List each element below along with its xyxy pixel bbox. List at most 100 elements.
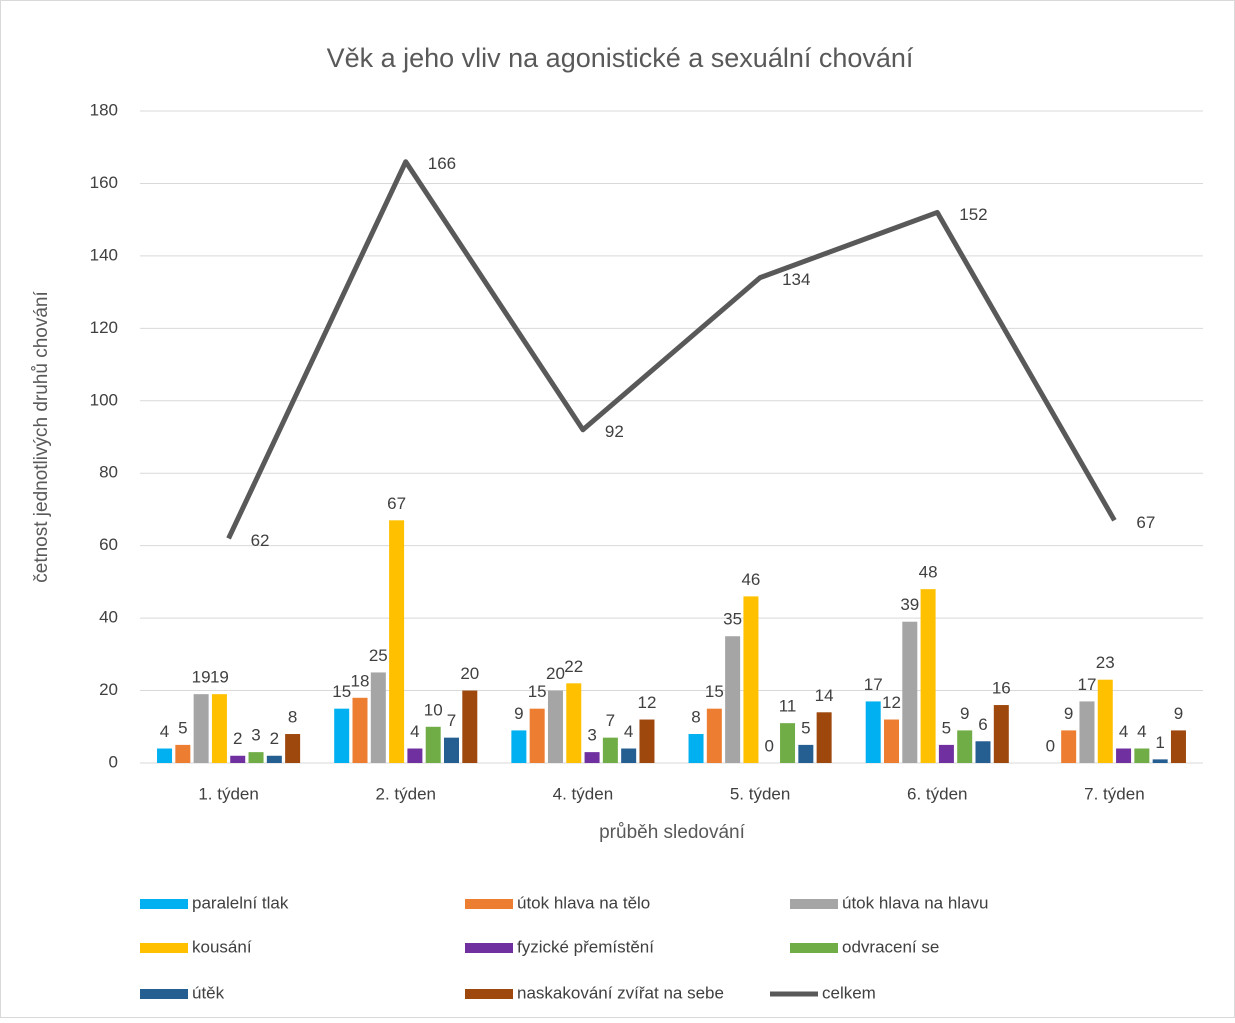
legend-label: útok hlava na hlavu [842,893,989,912]
value-label: 4 [410,722,419,741]
value-label: 20 [460,664,479,683]
value-label: 134 [782,270,810,289]
value-label: 4 [1119,722,1128,741]
legend-label: útěk [192,983,225,1002]
value-label: 17 [1078,675,1097,694]
value-label: 9 [1064,704,1073,723]
y-tick-label: 20 [99,680,118,699]
value-label: 3 [251,726,260,745]
value-label: 62 [251,531,270,550]
y-tick-label: 80 [99,463,118,482]
bar [370,672,386,763]
bar [462,690,478,763]
value-label: 15 [705,682,724,701]
bar [743,596,759,763]
value-label: 15 [528,682,547,701]
value-label: 4 [624,722,633,741]
bar [425,726,441,763]
value-label: 67 [1136,513,1155,532]
value-label: 92 [605,422,624,441]
value-label: 166 [428,154,456,173]
bar [285,734,301,763]
bar [175,744,191,763]
value-label: 35 [723,610,742,629]
bar [957,730,973,763]
bar [230,755,246,763]
y-tick-label: 100 [90,390,118,409]
bar [884,719,899,763]
y-tick-label: 160 [90,173,118,192]
bar [444,737,459,763]
value-label: 18 [351,671,370,690]
y-tick-label: 60 [99,535,118,554]
value-label: 1 [1155,733,1164,752]
value-label: 15 [332,682,351,701]
legend-swatch [140,989,188,999]
bar [334,708,350,763]
legend-swatch [465,989,513,999]
y-tick-label: 40 [99,608,118,627]
value-label: 11 [779,697,797,716]
bar [1116,748,1132,763]
bar [352,697,368,763]
value-label: 6 [978,715,987,734]
bar [621,748,637,763]
x-tick-label: 7. týden [1084,784,1145,803]
y-tick-label: 0 [109,752,118,771]
bar [529,708,545,763]
value-label: 8 [288,708,297,727]
value-label: 3 [587,726,596,745]
value-label: 7 [447,711,456,730]
value-label: 67 [387,494,406,513]
y-tick-label: 180 [90,100,118,119]
x-tick-label: 4. týden [553,784,614,803]
bar [511,730,527,763]
legend-swatch [465,943,513,953]
chart-title: Věk a jeho vliv na agonistické a sexuáln… [327,43,914,73]
value-label: 46 [741,570,760,589]
y-axis-label: četnost jednotlivých druhů chování [31,291,52,583]
bar [902,621,918,763]
bar [1079,701,1095,763]
x-tick-label: 6. týden [907,784,968,803]
value-label: 5 [942,718,951,737]
bar [211,694,227,763]
value-label: 0 [764,736,773,755]
bar [1170,730,1186,763]
value-label: 8 [691,708,700,727]
value-label: 5 [801,718,810,737]
value-label: 48 [919,563,938,582]
legend-label: odvracení se [842,937,939,956]
bar [920,589,936,763]
bar [865,701,881,763]
value-label: 22 [564,657,583,676]
bar [706,708,722,763]
legend-label: útok hlava na tělo [517,893,650,912]
value-label: 152 [959,205,987,224]
line [226,159,1117,540]
value-label: 19 [192,668,211,687]
bar [639,719,655,763]
bar [798,744,814,763]
value-label: 16 [992,679,1011,698]
bar [584,752,600,763]
value-label: 4 [1137,722,1146,741]
legend-label: kousání [192,937,252,956]
legend-swatch [790,943,838,953]
legend-label: naskakování zvířat na sebe [517,983,724,1002]
bar [725,636,741,763]
bar [993,705,1009,763]
x-axis-label: průběh sledování [599,822,745,843]
x-tick-label: 2. týden [376,784,437,803]
value-label: 39 [900,595,919,614]
value-label: 4 [160,722,169,741]
value-label: 12 [638,693,657,712]
legend-swatch [140,899,188,909]
value-label: 0 [1046,736,1055,755]
bar [780,723,796,763]
value-label: 10 [424,700,443,719]
value-label: 9 [1174,704,1183,723]
value-label: 25 [369,646,388,665]
legend-label: fyzické přemístění [517,937,654,956]
